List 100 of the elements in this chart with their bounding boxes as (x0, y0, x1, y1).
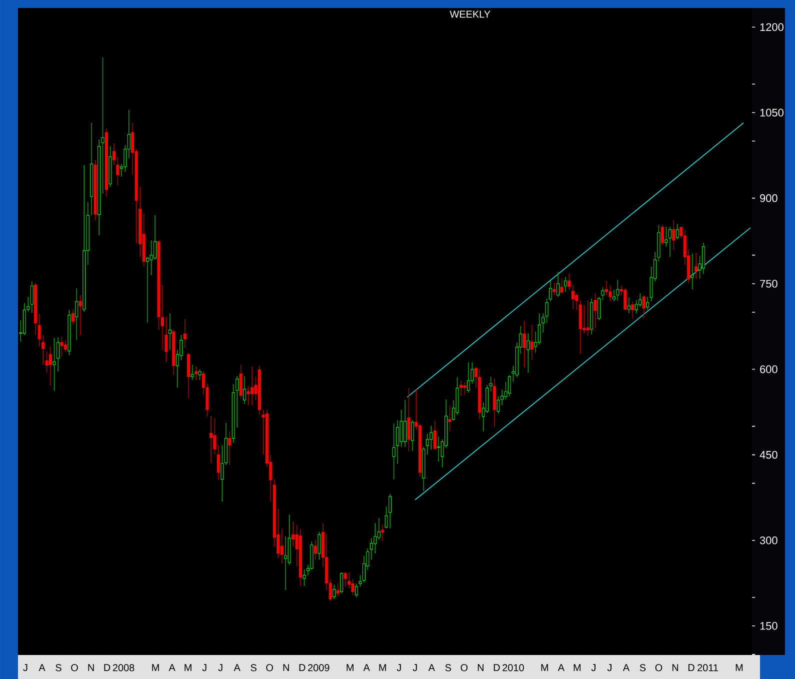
candlestick (396, 420, 400, 464)
x-tick-label: D (688, 664, 694, 672)
candlestick (332, 584, 336, 600)
x-tick-label: 2009 (308, 664, 330, 672)
x-tick-label: J (202, 664, 206, 672)
candlestick (246, 386, 250, 406)
candlestick (280, 528, 284, 564)
x-tick-label: O (71, 664, 78, 672)
candlestick (60, 336, 64, 358)
candlestick (168, 312, 172, 350)
candlestick (612, 290, 616, 302)
candlestick (410, 420, 414, 452)
x-tick-label: S (56, 664, 62, 672)
candlestick (463, 382, 466, 396)
candlestick (437, 436, 440, 462)
x-tick-label: A (234, 664, 240, 672)
x-tick-label: M (541, 664, 548, 672)
candlestick (194, 366, 198, 380)
candlestick (601, 286, 604, 301)
x-tick-label: N (672, 664, 678, 672)
x-tick-label: J (412, 664, 417, 672)
candlestick (239, 364, 242, 399)
x-tick-label: J (23, 664, 28, 672)
candlestick (690, 253, 694, 290)
x-tick-label: O (266, 664, 274, 672)
candlestick (75, 288, 78, 341)
candlestick (407, 388, 410, 452)
candlestick (187, 352, 190, 399)
x-tick-label: M (574, 664, 581, 672)
candlestick (183, 318, 186, 349)
y-tick-label: 750 (760, 280, 778, 288)
candlestick (672, 219, 676, 250)
y-tick-label: 900 (760, 194, 778, 202)
candlestick (377, 518, 380, 540)
candlestick (466, 362, 470, 394)
candlestick (344, 572, 347, 587)
candlestick (318, 531, 321, 560)
x-tick-label: 2008 (112, 664, 134, 672)
x-tick-label: A (168, 664, 176, 672)
candlestick (526, 332, 530, 374)
candlestick (627, 297, 630, 314)
candlestick (392, 423, 396, 480)
candlestick (508, 374, 511, 398)
candlestick (302, 569, 306, 586)
candlestick (638, 293, 642, 307)
candlestick (631, 301, 634, 319)
x-tick-label: M (184, 664, 192, 672)
candlestick (52, 338, 56, 392)
candlestick (30, 281, 34, 314)
x-tick-label: M (346, 664, 354, 672)
candlestick (112, 143, 116, 166)
candlestick (598, 296, 601, 321)
x-tick-label: S (445, 664, 452, 672)
candlestick (624, 288, 627, 310)
candlestick (459, 380, 462, 396)
y-tick-label: 150 (760, 622, 778, 630)
candlestick (336, 582, 340, 598)
candlestick (220, 444, 224, 502)
candlestick (556, 271, 560, 298)
candlestick (642, 294, 646, 319)
x-tick-label: M (736, 664, 743, 672)
candlestick (388, 494, 392, 529)
candlestick (578, 300, 582, 354)
x-tick-label: D (104, 664, 110, 672)
x-tick-label: A (38, 664, 46, 672)
x-tick-label: N (88, 664, 94, 672)
candlestick (340, 572, 344, 594)
x-tick-label: A (558, 664, 564, 672)
candlestick (362, 555, 366, 583)
x-tick-label: J (218, 664, 222, 672)
chart-title: WEEKLY (450, 10, 490, 18)
candlestick (560, 278, 564, 294)
candlestick (594, 293, 597, 329)
candlestick (348, 572, 351, 589)
candlestick (702, 242, 706, 274)
candlestick (489, 376, 492, 392)
candlestick (354, 583, 358, 598)
x-tick-label: O (655, 664, 662, 672)
candlestick (676, 223, 679, 240)
x-tick-label: A (622, 664, 630, 672)
x-tick-label: D (299, 664, 306, 672)
candlestick (243, 376, 246, 404)
candlestick (284, 536, 288, 590)
candlestick (116, 156, 120, 186)
candlestick (433, 420, 436, 450)
candlestick (664, 226, 668, 248)
candlestick (660, 224, 664, 246)
candlestick (78, 294, 82, 336)
x-tick-label: D (494, 664, 500, 672)
x-tick-label: S (640, 664, 646, 672)
candlestick (56, 336, 60, 372)
candlestick (571, 284, 574, 310)
candlestick (64, 340, 67, 352)
candlestick (530, 324, 534, 361)
x-tick-label: A (363, 664, 370, 672)
candlestick (604, 280, 608, 296)
x-tick-label: M (379, 664, 386, 672)
x-tick-label: 2011 (698, 664, 718, 672)
candlestick (71, 308, 74, 326)
x-tick-label: A (428, 664, 435, 672)
